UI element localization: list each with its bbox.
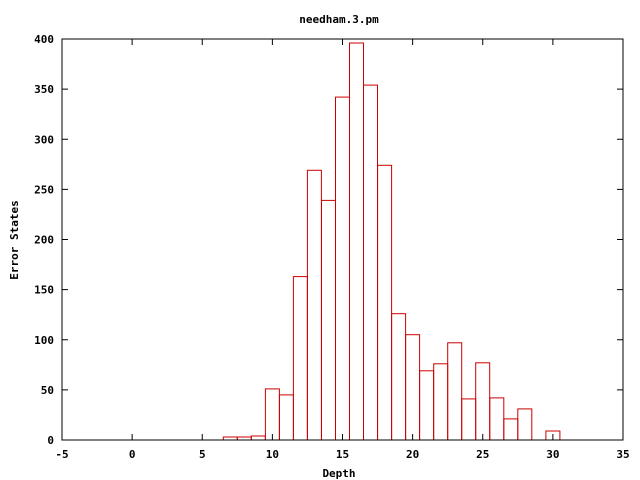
bar [517, 408, 533, 441]
x-tick-label: 5 [199, 448, 206, 461]
x-tick-label: 25 [476, 448, 489, 461]
y-axis: 0 50 100 150 200 250 300 350 400 [34, 33, 623, 447]
x-axis: -5 0 5 10 15 20 25 30 35 [55, 39, 630, 461]
y-tick-label: 0 [47, 434, 54, 447]
bar [377, 164, 393, 441]
bar [447, 342, 463, 441]
bar [278, 394, 294, 441]
y-tick-label: 200 [34, 234, 54, 247]
y-tick-label: 50 [41, 384, 54, 397]
x-tick-label: 10 [266, 448, 279, 461]
x-tick-label: 30 [546, 448, 559, 461]
y-tick-label: 100 [34, 334, 54, 347]
bar [292, 276, 308, 441]
bar [321, 199, 336, 441]
bar [489, 397, 505, 441]
x-tick-label: 35 [616, 448, 629, 461]
bar [250, 435, 266, 441]
bar [349, 42, 364, 441]
bar [363, 84, 378, 441]
bar [335, 96, 350, 441]
bars-group [222, 42, 561, 441]
bar [503, 418, 519, 441]
x-tick-label: -5 [55, 448, 68, 461]
chart-title: needham.3.pm [299, 13, 379, 26]
plot-frame [61, 38, 624, 441]
y-tick-label: 400 [34, 33, 54, 46]
y-tick-label: 150 [34, 284, 54, 297]
y-tick-label: 250 [34, 183, 54, 196]
bar [391, 313, 407, 441]
bar [405, 334, 421, 441]
x-tick-label: 15 [336, 448, 349, 461]
bar [461, 398, 477, 441]
bar [433, 363, 449, 441]
x-axis-label: Depth [322, 467, 355, 480]
x-tick-label: 20 [406, 448, 419, 461]
y-tick-label: 350 [34, 83, 54, 96]
bar [475, 362, 491, 441]
bar [306, 169, 322, 441]
bar [264, 388, 280, 441]
y-tick-label: 300 [34, 133, 54, 146]
y-axis-label: Error States [8, 200, 21, 279]
bar [419, 370, 435, 441]
x-tick-label: 0 [129, 448, 136, 461]
